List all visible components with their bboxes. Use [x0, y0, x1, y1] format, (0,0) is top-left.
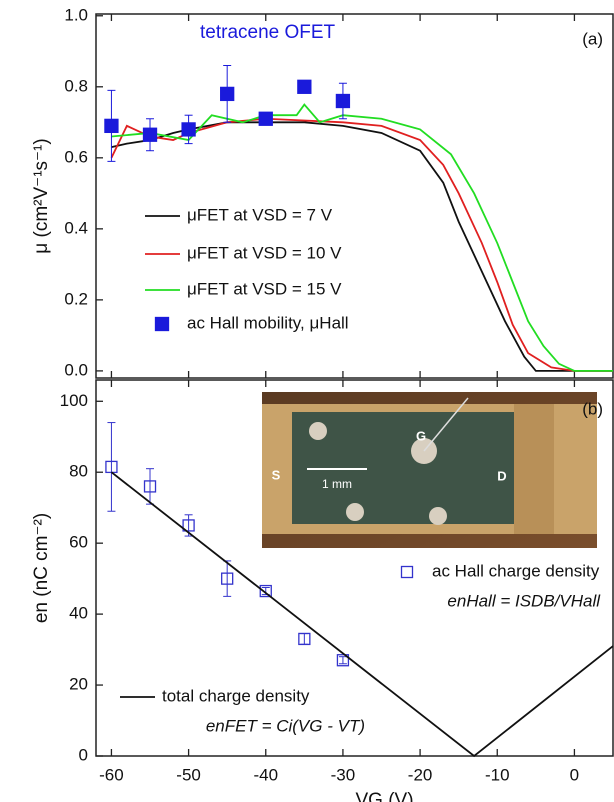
- data-point: [221, 572, 234, 585]
- data-line: [111, 103, 613, 372]
- legend-label: μFET at VSD = 10 V: [187, 243, 342, 262]
- inset-label: D: [497, 468, 506, 483]
- y-tick-label: 0.6: [64, 147, 88, 166]
- data-point: [297, 79, 312, 94]
- legend-label: μFET at VSD = 15 V: [187, 279, 342, 298]
- panel-label: (b): [582, 399, 603, 418]
- x-tick-label: -10: [485, 765, 510, 784]
- inset-photo: [262, 392, 597, 548]
- data-point: [104, 118, 119, 134]
- y-tick-label: 0.4: [64, 218, 88, 237]
- legend-swatch: [400, 565, 414, 579]
- data-line: [110, 117, 613, 372]
- x-axis-title: VG (V): [355, 790, 413, 802]
- legend-label: ac Hall mobility, μHall: [187, 313, 349, 332]
- x-tick-label: -30: [331, 765, 356, 784]
- x-tick-label: -40: [253, 765, 278, 784]
- y-tick-label: 60: [69, 533, 88, 552]
- y-tick-label: 80: [69, 462, 88, 481]
- x-tick-label: 0: [570, 765, 579, 784]
- data-point: [142, 127, 158, 142]
- x-tick-label: -20: [408, 765, 433, 784]
- y-tick-label: 100: [60, 391, 88, 410]
- y-tick-label: 0.8: [64, 76, 88, 95]
- data-point: [220, 86, 235, 102]
- y-tick-label: 0.2: [64, 289, 88, 308]
- y-tick-label: 0.0: [64, 360, 88, 379]
- data-point: [298, 632, 311, 646]
- legend-label: μFET at VSD = 7 V: [187, 205, 333, 224]
- data-point: [182, 519, 195, 532]
- y-tick-label: 40: [69, 604, 88, 623]
- data-line: [110, 471, 614, 758]
- plot-frame: [95, 13, 614, 379]
- annotation: enHall = ISDB/VHall: [447, 591, 601, 610]
- y-tick-label: 1.0: [64, 5, 88, 24]
- inset-label: G: [416, 428, 426, 443]
- legend-swatch: [154, 316, 170, 332]
- x-tick-label: -50: [176, 765, 201, 784]
- x-tick-label: -60: [99, 765, 124, 784]
- data-point: [335, 93, 351, 109]
- inset-label: S: [272, 467, 281, 482]
- panel-label: (a): [582, 29, 603, 48]
- annotation: tetracene OFET: [200, 22, 336, 43]
- data-point: [258, 111, 273, 126]
- inset-label: 1 mm: [322, 477, 352, 491]
- data-point: [181, 122, 196, 137]
- data-point: [143, 480, 157, 493]
- data-point: [336, 654, 350, 667]
- data-line: [111, 121, 613, 372]
- y-tick-label: 0: [79, 745, 88, 764]
- data-point: [259, 584, 272, 598]
- legend-label: ac Hall charge density: [432, 561, 600, 580]
- y-tick-label: 20: [69, 675, 88, 694]
- y-axis-title: en (nC cm⁻²): [31, 513, 52, 623]
- annotation: enFET = Ci(VG - VT): [206, 716, 365, 735]
- plot-frame: [95, 379, 614, 757]
- legend-label: total charge density: [162, 686, 310, 705]
- y-axis-title: μ (cm²V⁻¹s⁻¹): [31, 138, 52, 253]
